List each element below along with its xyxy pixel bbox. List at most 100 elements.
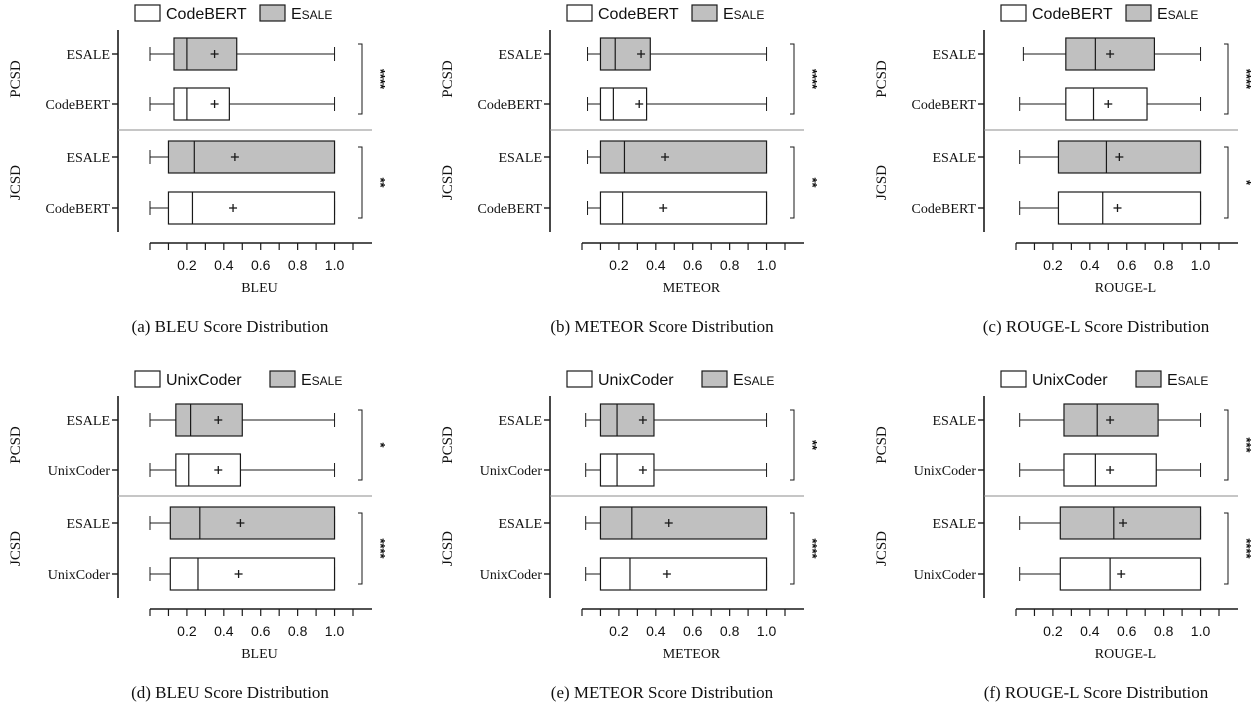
x-tick-label: 1.0 bbox=[1191, 623, 1211, 639]
significance-stars: **** bbox=[1239, 69, 1254, 90]
iqr-box bbox=[1059, 506, 1202, 540]
x-tick-label: 0.4 bbox=[214, 257, 234, 273]
legend-label: ESALE bbox=[733, 372, 774, 389]
legend-label: CodeBERT bbox=[166, 6, 247, 23]
x-tick-label: 0.2 bbox=[609, 257, 629, 273]
box-esale: ESALE bbox=[498, 140, 768, 174]
legend-label: UnixCoder bbox=[1032, 372, 1108, 389]
iqr-box bbox=[1057, 140, 1202, 174]
x-tick-label: 0.6 bbox=[683, 257, 703, 273]
x-tick-label: 0.8 bbox=[720, 257, 740, 273]
chart-panel: UnixCoder ESALE PCSD ESALE UnixCoder * JCSD ESA… bbox=[8, 370, 388, 702]
chart-panel: UnixCoder ESALE PCSD ESALE UnixCoder ** JCSD ES… bbox=[440, 370, 820, 702]
box-esale: ESALE bbox=[932, 140, 1202, 174]
legend-label: ESALE bbox=[291, 6, 332, 23]
x-tick-label: 1.0 bbox=[757, 257, 777, 273]
iqr-box bbox=[169, 557, 336, 591]
x-tick-label: 0.2 bbox=[1043, 623, 1063, 639]
box-codebert: CodeBERT bbox=[478, 87, 768, 121]
legend-swatch-esale bbox=[1125, 4, 1152, 22]
group-label-jcsd: JCSD bbox=[874, 531, 890, 566]
x-tick-label: 1.0 bbox=[325, 257, 345, 273]
box-codebert: CodeBERT bbox=[912, 191, 1202, 225]
legend-swatch-baseline bbox=[1000, 4, 1027, 22]
significance-stars: *** bbox=[1239, 437, 1254, 453]
box-unixcoder: UnixCoder bbox=[48, 557, 336, 591]
category-label: UnixCoder bbox=[480, 568, 543, 583]
x-tick-label: 0.2 bbox=[1043, 257, 1063, 273]
significance-stars: **** bbox=[805, 69, 820, 90]
category-label: UnixCoder bbox=[48, 464, 111, 479]
significance-stars: **** bbox=[373, 69, 388, 90]
significance-bracket bbox=[358, 409, 363, 481]
group-label-jcsd: JCSD bbox=[8, 531, 24, 566]
category-label: UnixCoder bbox=[48, 568, 111, 583]
legend-swatch-baseline bbox=[566, 370, 593, 388]
group-label-jcsd: JCSD bbox=[440, 165, 456, 200]
box-esale: ESALE bbox=[66, 140, 336, 174]
group-label-pcsd: PCSD bbox=[8, 60, 24, 98]
chart-caption: (d) BLEU Score Distribution bbox=[131, 683, 329, 702]
significance-stars: * bbox=[1239, 180, 1254, 186]
category-label: ESALE bbox=[498, 414, 542, 429]
iqr-box bbox=[599, 506, 768, 540]
iqr-box bbox=[173, 87, 230, 121]
iqr-box bbox=[1059, 557, 1202, 591]
legend-label: ESALE bbox=[723, 6, 764, 23]
chart-caption: (b) METEOR Score Distribution bbox=[550, 317, 774, 336]
legend-label: CodeBERT bbox=[598, 6, 679, 23]
group-label-jcsd: JCSD bbox=[874, 165, 890, 200]
x-tick-label: 0.6 bbox=[251, 257, 271, 273]
legend: CodeBERT ESALE bbox=[566, 4, 764, 23]
legend-swatch-esale bbox=[259, 4, 286, 22]
category-label: ESALE bbox=[932, 48, 976, 63]
legend-swatch-baseline bbox=[1000, 370, 1027, 388]
x-tick-label: 0.6 bbox=[1117, 257, 1137, 273]
category-label: ESALE bbox=[932, 517, 976, 532]
category-label: ESALE bbox=[932, 414, 976, 429]
category-label: CodeBERT bbox=[46, 98, 111, 113]
x-tick-label: 1.0 bbox=[757, 623, 777, 639]
x-tick-label: 0.2 bbox=[177, 623, 197, 639]
significance-bracket bbox=[1224, 409, 1229, 481]
box-unixcoder: UnixCoder bbox=[914, 557, 1202, 591]
box-esale: ESALE bbox=[66, 403, 336, 437]
box-unixcoder: UnixCoder bbox=[914, 453, 1202, 487]
x-tick-label: 0.8 bbox=[288, 623, 308, 639]
legend-label: ESALE bbox=[1167, 372, 1208, 389]
category-label: CodeBERT bbox=[478, 202, 543, 217]
chart-caption: (a) BLEU Score Distribution bbox=[132, 317, 329, 336]
significance-bracket bbox=[1224, 512, 1229, 585]
group-label-pcsd: PCSD bbox=[874, 426, 890, 464]
chart-panel: CodeBERT ESALE PCSD ESALE CodeBERT **** JCSD ES… bbox=[8, 4, 388, 336]
box-unixcoder: UnixCoder bbox=[480, 453, 768, 487]
significance-bracket bbox=[358, 512, 363, 585]
legend-swatch-esale bbox=[701, 370, 728, 388]
legend-label: UnixCoder bbox=[166, 372, 242, 389]
box-esale: ESALE bbox=[932, 403, 1202, 437]
box-esale: ESALE bbox=[66, 37, 336, 71]
category-label: ESALE bbox=[66, 48, 110, 63]
iqr-box bbox=[175, 453, 242, 487]
x-tick-label: 1.0 bbox=[325, 623, 345, 639]
x-axis-title: BLEU bbox=[241, 647, 278, 662]
legend: UnixCoder ESALE bbox=[566, 370, 774, 389]
box-unixcoder: UnixCoder bbox=[48, 453, 336, 487]
box-unixcoder: UnixCoder bbox=[480, 557, 768, 591]
x-tick-label: 0.2 bbox=[609, 623, 629, 639]
x-tick-label: 0.8 bbox=[1154, 623, 1174, 639]
x-axis-title: METEOR bbox=[663, 281, 721, 296]
significance-stars: **** bbox=[1239, 538, 1254, 559]
x-tick-label: 0.6 bbox=[683, 623, 703, 639]
legend: UnixCoder ESALE bbox=[134, 370, 342, 389]
box-esale: ESALE bbox=[498, 506, 768, 540]
x-tick-label: 0.6 bbox=[1117, 623, 1137, 639]
chart-caption: (e) METEOR Score Distribution bbox=[551, 683, 774, 702]
legend: CodeBERT ESALE bbox=[1000, 4, 1198, 23]
x-tick-label: 0.8 bbox=[720, 623, 740, 639]
legend-label: CodeBERT bbox=[1032, 6, 1113, 23]
x-tick-label: 0.8 bbox=[288, 257, 308, 273]
iqr-box bbox=[173, 37, 238, 71]
category-label: ESALE bbox=[66, 151, 110, 166]
legend: UnixCoder ESALE bbox=[1000, 370, 1208, 389]
